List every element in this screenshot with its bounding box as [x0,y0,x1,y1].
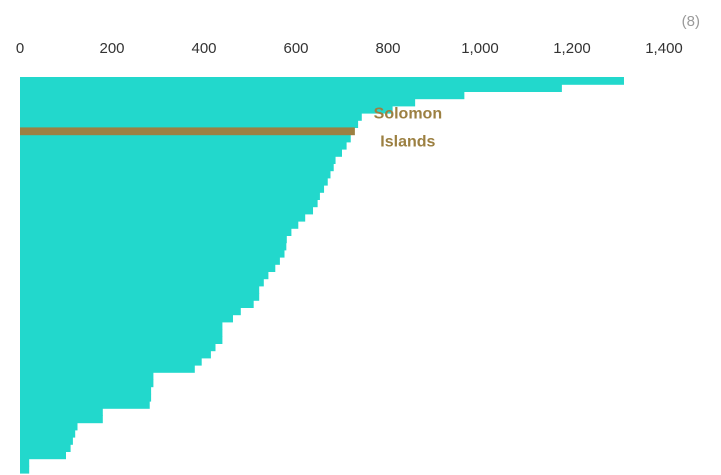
x-tick-label: 800 [375,40,400,57]
bar [20,386,152,395]
bar [20,293,260,301]
bar [20,422,78,431]
bar [20,206,314,215]
bar [20,98,416,107]
highlight-label: Solomon Islands [374,105,442,150]
bar [20,163,334,172]
rank-label: (8) [682,13,700,30]
bar [20,329,223,337]
bar [20,451,66,460]
bar [20,149,342,157]
bar [20,199,318,208]
bar [20,228,292,236]
bar [20,357,202,366]
bar [20,321,223,330]
x-tick-label: 1,000 [461,40,499,57]
x-tick-label: 400 [191,40,216,57]
bar [20,372,154,380]
bar [20,415,103,424]
bar [20,134,351,143]
bar [20,278,264,287]
bar [20,105,393,114]
bar [20,365,195,373]
bar [20,393,152,402]
bar [20,84,562,92]
bar [20,437,73,445]
highlight-bar [20,127,355,136]
bar [20,465,30,474]
bar [20,249,285,258]
bar [20,336,223,344]
bar [20,379,154,388]
bar [20,192,320,200]
bar [20,264,276,272]
bar [20,177,328,186]
bar [20,120,359,128]
highlight-label-line: Islands [380,133,435,150]
highlight-label-line: Solomon [374,105,442,122]
bar [20,285,260,294]
bar [20,113,362,121]
bar [20,170,331,179]
bar [20,257,280,265]
x-axis: 0 200 400 600 800 1,000 1,200 1,400 [16,40,683,57]
bar-series [20,77,624,474]
bar [20,221,299,229]
bar [20,307,241,316]
x-tick-label: 0 [16,40,24,57]
bar [20,185,325,193]
bar [20,141,347,150]
x-tick-label: 200 [99,40,124,57]
bar [20,444,71,452]
bar [20,300,254,308]
bar [20,458,30,467]
bar [20,235,287,244]
x-tick-label: 600 [283,40,308,57]
bar [20,271,269,280]
bar [20,213,306,222]
bar [20,156,336,164]
x-tick-label: 1,200 [553,40,591,57]
bar [20,91,465,100]
x-tick-label: 1,400 [645,40,683,57]
bar [20,408,103,416]
bar [20,314,233,323]
bar [20,350,211,359]
bar [20,77,624,85]
bar [20,343,216,352]
bar [20,401,150,409]
bar [20,242,287,251]
bar [20,429,76,438]
